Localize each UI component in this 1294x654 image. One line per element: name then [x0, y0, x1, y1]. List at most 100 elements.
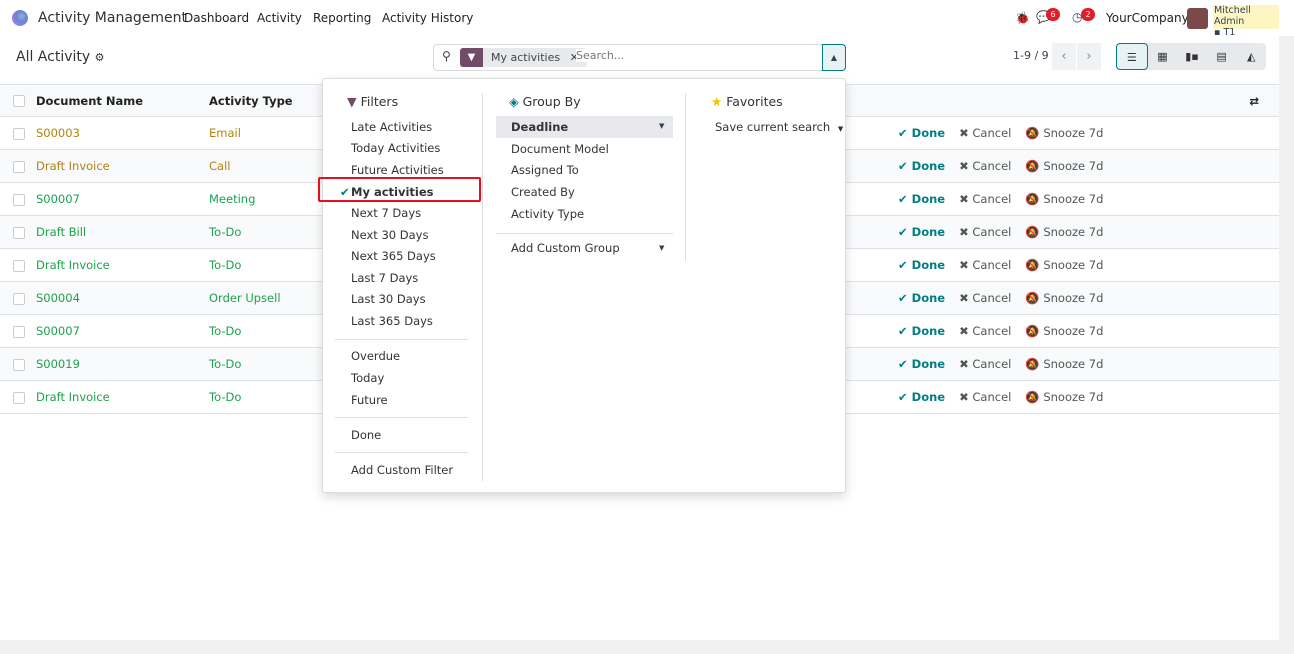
done-button[interactable]: ✔ Done — [898, 225, 945, 239]
search-bar[interactable]: ⚲ ▼ My activities ✕ ▲ — [433, 44, 846, 71]
row-checkbox[interactable] — [13, 358, 25, 371]
snooze-label: Snooze 7d — [1043, 126, 1104, 140]
cancel-button[interactable]: ✖ Cancel — [959, 225, 1011, 239]
cancel-button[interactable]: ✖ Cancel — [959, 291, 1011, 305]
filter-future[interactable]: Future — [351, 393, 388, 407]
menu-reporting[interactable]: Reporting — [313, 11, 372, 25]
cancel-button[interactable]: ✖ Cancel — [959, 192, 1011, 206]
document-name[interactable]: S00004 — [36, 281, 209, 315]
toggle-search-panel-caret-up-icon[interactable]: ▲ — [822, 44, 846, 71]
filter-item[interactable]: Last 30 Days — [351, 292, 426, 306]
row-checkbox[interactable] — [13, 325, 25, 338]
row-checkbox[interactable] — [13, 226, 25, 239]
document-name[interactable]: Draft Invoice — [36, 248, 209, 282]
save-current-search[interactable]: Save current search ▼ — [715, 120, 843, 134]
document-name[interactable]: Draft Bill — [36, 215, 209, 249]
debug-bug-icon[interactable]: 🐞 — [1015, 11, 1030, 25]
filter-item[interactable]: Last 7 Days — [351, 271, 419, 285]
list-view-icon[interactable]: ☰ — [1116, 43, 1148, 70]
filter-item[interactable]: Last 365 Days — [351, 314, 433, 328]
filter-item[interactable]: Next 365 Days — [351, 249, 436, 263]
select-all-checkbox[interactable] — [13, 95, 25, 107]
snooze-button[interactable]: 🔕 Snooze 7d — [1025, 390, 1103, 404]
snooze-button[interactable]: 🔕 Snooze 7d — [1025, 324, 1103, 338]
snooze-button[interactable]: 🔕 Snooze 7d — [1025, 126, 1103, 140]
row-checkbox[interactable] — [13, 160, 25, 173]
menu-activity[interactable]: Activity — [257, 11, 302, 25]
groupby-item[interactable]: Created By — [511, 185, 575, 200]
row-checkbox[interactable] — [13, 259, 25, 272]
column-document-name[interactable]: Document Name — [36, 84, 209, 117]
add-custom-group[interactable]: Add Custom Group — [511, 241, 620, 255]
document-name[interactable]: S00019 — [36, 347, 209, 381]
document-name[interactable]: Draft Invoice — [36, 380, 209, 414]
groupby-item[interactable]: Document Model — [511, 141, 609, 156]
optional-columns-toggle-icon[interactable]: ⇄ — [1249, 93, 1259, 108]
filter-overdue[interactable]: Overdue — [351, 349, 401, 363]
done-button[interactable]: ✔ Done — [898, 390, 945, 404]
app-logo-icon[interactable] — [12, 10, 28, 26]
done-button[interactable]: ✔ Done — [898, 324, 945, 338]
groupby-item[interactable]: Assigned To — [511, 163, 579, 178]
done-button[interactable]: ✔ Done — [898, 126, 945, 140]
search-input[interactable] — [576, 49, 816, 62]
cancel-button[interactable]: ✖ Cancel — [959, 357, 1011, 371]
row-checkbox[interactable] — [13, 391, 25, 404]
done-button[interactable]: ✔ Done — [898, 192, 945, 206]
menu-dashboard[interactable]: Dashboard — [184, 11, 250, 25]
activity-clock-icon[interactable]: ◷ — [1072, 10, 1083, 24]
filter-item[interactable]: ✔ My activities — [340, 185, 433, 199]
row-checkbox[interactable] — [13, 292, 25, 305]
user-avatar[interactable] — [1187, 8, 1208, 29]
row-checkbox[interactable] — [13, 193, 25, 206]
filter-done[interactable]: Done — [351, 428, 382, 442]
filter-item[interactable]: Next 30 Days — [351, 228, 429, 242]
horizontal-scrollbar[interactable] — [0, 640, 1294, 654]
done-button[interactable]: ✔ Done — [898, 258, 945, 272]
snooze-button[interactable]: 🔕 Snooze 7d — [1025, 291, 1103, 305]
done-button[interactable]: ✔ Done — [898, 291, 945, 305]
calendar-view-icon[interactable]: ▦ — [1157, 50, 1168, 63]
snooze-button[interactable]: 🔕 Snooze 7d — [1025, 258, 1103, 272]
pivot-view-icon[interactable]: ▤ — [1216, 50, 1227, 63]
snooze-button[interactable]: 🔕 Snooze 7d — [1025, 192, 1103, 206]
row-checkbox[interactable] — [13, 127, 25, 140]
filter-item[interactable]: Late Activities — [351, 120, 433, 134]
filter-item[interactable]: Next 7 Days — [351, 206, 422, 220]
remove-facet-close-icon[interactable]: ✕ — [569, 51, 579, 64]
groupby-item[interactable]: Deadline — [511, 120, 569, 134]
filter-today[interactable]: Today — [351, 371, 385, 385]
pager-previous-icon[interactable]: ‹ — [1052, 43, 1076, 70]
document-name[interactable]: S00007 — [36, 314, 209, 348]
pager-value[interactable]: 1-9 / 9 — [1013, 49, 1049, 62]
graph-view-icon[interactable]: ◭ — [1246, 50, 1256, 63]
document-name[interactable]: S00003 — [36, 116, 209, 150]
cancel-button[interactable]: ✖ Cancel — [959, 258, 1011, 272]
kanban-view-icon[interactable]: ▮▪ — [1185, 50, 1199, 63]
pager-next-icon[interactable]: › — [1077, 43, 1101, 70]
done-button[interactable]: ✔ Done — [898, 159, 945, 173]
document-name[interactable]: Draft Invoice — [36, 149, 209, 183]
vertical-scrollbar[interactable] — [1279, 36, 1294, 640]
user-menu[interactable]: Mitchell Admin ▪ T1 — [1213, 5, 1279, 38]
add-custom-filter[interactable]: Add Custom Filter — [351, 463, 454, 477]
filter-item[interactable]: Today Activities — [351, 141, 441, 155]
menu-activity-history[interactable]: Activity History — [382, 11, 474, 25]
filter-item[interactable]: Future Activities — [351, 163, 444, 177]
app-name[interactable]: Activity Management — [38, 10, 188, 26]
deadline-caret-down-icon[interactable]: ▼ — [659, 122, 665, 130]
snooze-label: Snooze 7d — [1043, 225, 1104, 239]
gear-icon[interactable]: ⚙ — [94, 51, 105, 64]
snooze-button[interactable]: 🔕 Snooze 7d — [1025, 159, 1103, 173]
custom-group-caret-down-icon[interactable]: ▼ — [659, 244, 665, 252]
cancel-button[interactable]: ✖ Cancel — [959, 324, 1011, 338]
document-name[interactable]: S00007 — [36, 182, 209, 216]
groupby-item[interactable]: Activity Type — [511, 206, 585, 221]
cancel-button[interactable]: ✖ Cancel — [959, 159, 1011, 173]
cancel-button[interactable]: ✖ Cancel — [959, 126, 1011, 140]
cancel-button[interactable]: ✖ Cancel — [959, 390, 1011, 404]
done-button[interactable]: ✔ Done — [898, 357, 945, 371]
snooze-button[interactable]: 🔕 Snooze 7d — [1025, 357, 1103, 371]
snooze-button[interactable]: 🔕 Snooze 7d — [1025, 225, 1103, 239]
company-switcher[interactable]: YourCompany — [1106, 11, 1189, 25]
